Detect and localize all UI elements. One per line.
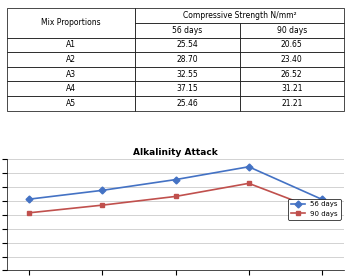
Bar <box>135 8 344 23</box>
Text: A3: A3 <box>66 70 76 79</box>
Bar <box>7 67 135 81</box>
Text: 56 days: 56 days <box>172 26 203 35</box>
Text: 23.40: 23.40 <box>281 55 303 64</box>
Bar <box>239 96 344 111</box>
90 days <box>27 211 31 214</box>
Text: 21.21: 21.21 <box>281 99 303 108</box>
90 days <box>100 203 104 207</box>
90 days <box>173 195 178 198</box>
Bar <box>7 81 135 96</box>
Text: 31.21: 31.21 <box>281 84 303 93</box>
90 days <box>247 182 251 185</box>
Bar <box>135 52 239 67</box>
Text: 25.54: 25.54 <box>177 40 198 49</box>
Text: 26.52: 26.52 <box>281 70 303 79</box>
Bar <box>135 81 239 96</box>
Bar <box>239 23 344 38</box>
Text: A5: A5 <box>66 99 76 108</box>
Bar <box>135 96 239 111</box>
Bar <box>7 8 135 38</box>
Line: 56 days: 56 days <box>27 164 324 202</box>
Text: Mix Proportions: Mix Proportions <box>41 18 101 27</box>
56 days <box>27 198 31 201</box>
Text: 20.65: 20.65 <box>281 40 303 49</box>
90 days <box>320 209 324 213</box>
Bar <box>7 96 135 111</box>
56 days <box>100 189 104 192</box>
Bar <box>7 52 135 67</box>
56 days <box>247 165 251 168</box>
Bar <box>239 67 344 81</box>
Text: 25.46: 25.46 <box>177 99 198 108</box>
Bar <box>239 52 344 67</box>
Text: A2: A2 <box>66 55 76 64</box>
Bar <box>7 38 135 52</box>
Text: 28.70: 28.70 <box>177 55 198 64</box>
Bar <box>135 38 239 52</box>
Text: 32.55: 32.55 <box>177 70 198 79</box>
Title: Alkalinity Attack: Alkalinity Attack <box>133 148 218 157</box>
56 days <box>173 178 178 181</box>
Bar <box>135 23 239 38</box>
Text: A1: A1 <box>66 40 76 49</box>
Bar <box>239 81 344 96</box>
Legend: 56 days, 90 days: 56 days, 90 days <box>288 198 340 220</box>
56 days <box>320 198 324 201</box>
Line: 90 days: 90 days <box>27 181 324 215</box>
Text: 90 days: 90 days <box>277 26 307 35</box>
Text: 37.15: 37.15 <box>177 84 198 93</box>
Bar <box>239 38 344 52</box>
Text: A4: A4 <box>66 84 76 93</box>
Text: Compressive Strength N/mm²: Compressive Strength N/mm² <box>183 11 296 20</box>
Bar <box>135 67 239 81</box>
